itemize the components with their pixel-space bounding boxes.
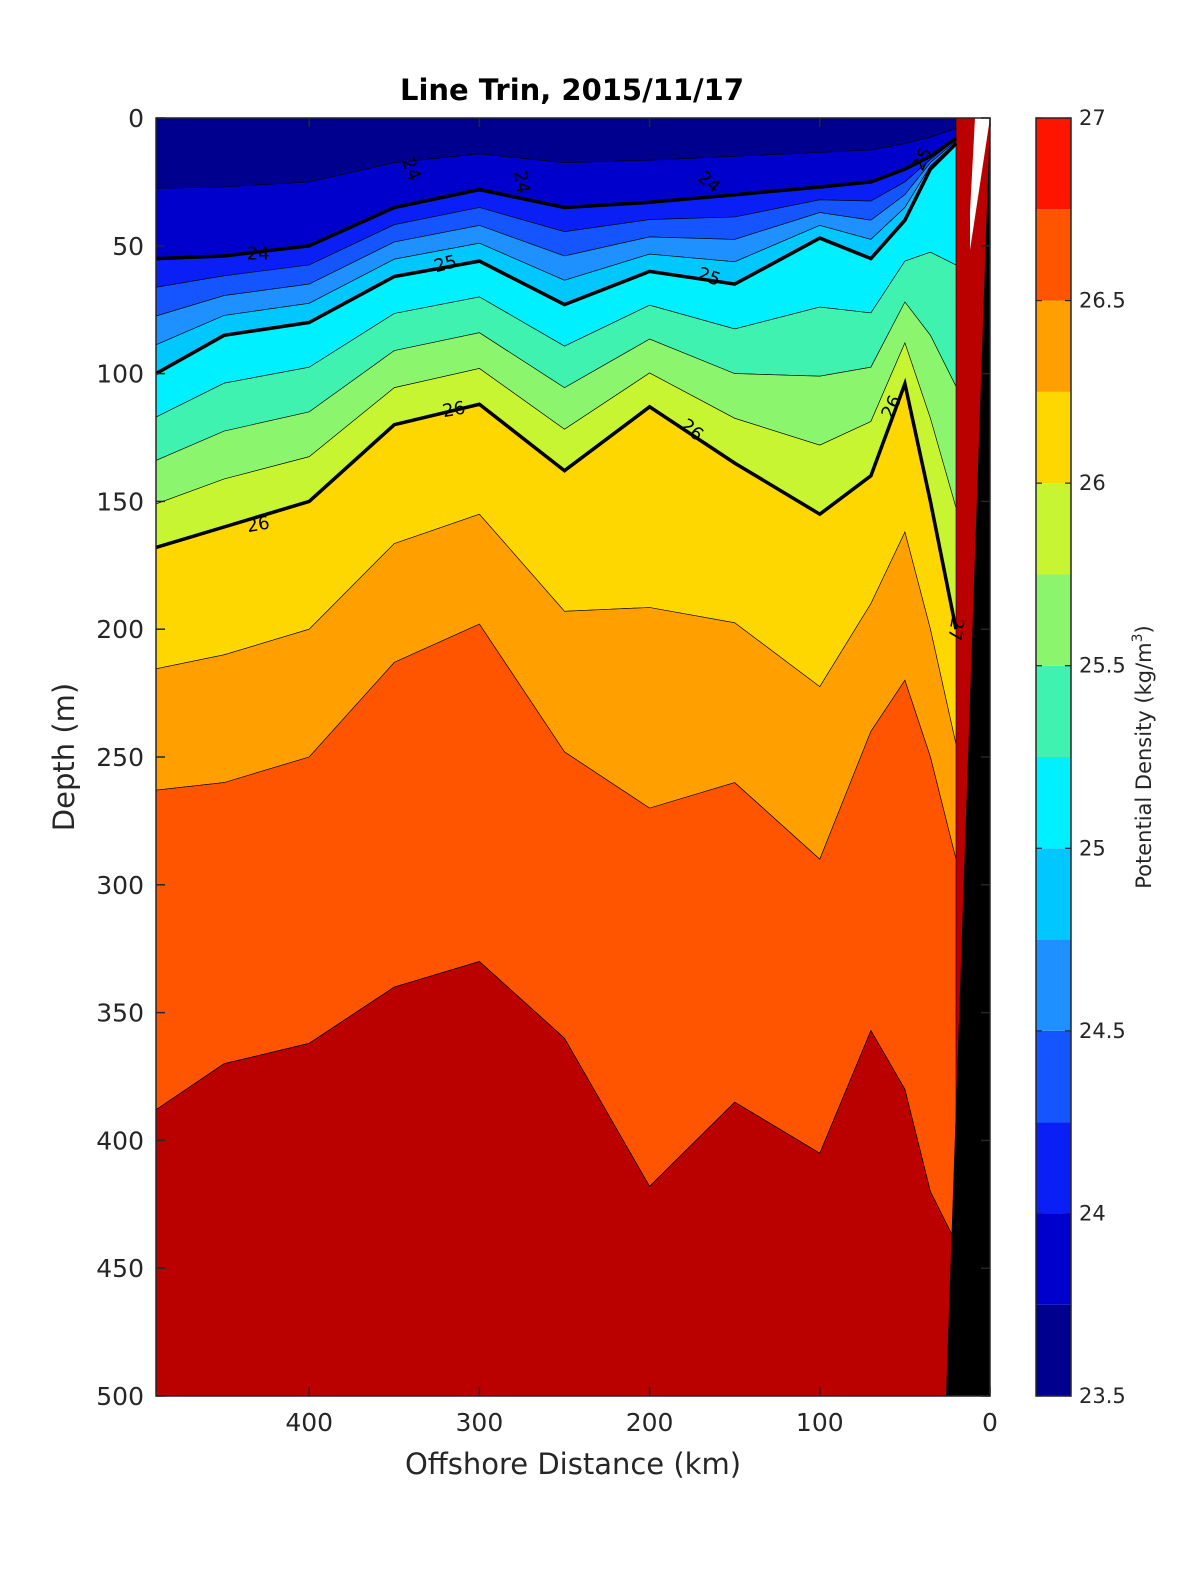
colorbar-tick-label: 26	[1079, 471, 1106, 495]
colorbar-segment	[1036, 1304, 1071, 1396]
colorbar-tick-label: 26.5	[1079, 289, 1126, 313]
y-tick-label: 100	[96, 360, 144, 389]
y-axis-ticks: 0 50 100 150 200 250 300 350 400 450 500	[96, 104, 990, 1411]
y-tick-label: 450	[96, 1254, 144, 1283]
no-data-region	[970, 118, 990, 250]
colorbar-segment	[1036, 300, 1071, 392]
contour-line-sigma-26	[156, 377, 958, 630]
contour-label: 24	[509, 169, 534, 195]
x-tick-label: 200	[626, 1408, 674, 1437]
y-tick-label: 500	[96, 1382, 144, 1411]
contour-label: 24	[247, 243, 270, 264]
colorbar-segment	[1036, 483, 1071, 575]
y-tick-label: 350	[96, 999, 144, 1028]
contour-label: 27	[943, 616, 968, 642]
colorbar-tick-label: 24	[1079, 1201, 1106, 1225]
y-axis-label: Depth (m)	[47, 683, 81, 831]
colorbar-segment	[1036, 118, 1071, 210]
y-tick-label: 400	[96, 1126, 144, 1155]
x-tick-label: 100	[796, 1408, 844, 1437]
contour-label: 26	[441, 398, 467, 423]
colorbar-segment	[1036, 1213, 1071, 1305]
colorbar-tick-label: 27	[1079, 106, 1106, 130]
colorbar-tick-label: 25.5	[1079, 654, 1126, 678]
colorbar-segment	[1036, 848, 1071, 940]
colorbar-segment	[1036, 757, 1071, 849]
colorbar-tick-label: 25	[1079, 836, 1106, 860]
colorbar-segment	[1036, 574, 1071, 666]
x-tick-label: 400	[285, 1408, 333, 1437]
colorbar-segment	[1036, 391, 1071, 484]
contour-line-sigma-25	[156, 142, 958, 376]
y-tick-label: 0	[128, 104, 144, 133]
colorbar-segment	[1036, 209, 1071, 301]
chart-title: Line Trin, 2015/11/17	[400, 73, 744, 107]
y-tick-label: 50	[112, 232, 144, 261]
colorbar-segment	[1036, 1030, 1071, 1123]
colorbar-segment	[1036, 665, 1071, 757]
colorbar: 23.5 24 24.5 25 25.5 26 26.5 27	[1035, 106, 1126, 1408]
colorbar-segment	[1036, 1122, 1071, 1214]
colorbar-tick-label: 24.5	[1079, 1019, 1126, 1043]
colorbar-label: Potential Density (kg/m3)	[1130, 625, 1156, 889]
y-tick-label: 200	[96, 615, 144, 644]
y-tick-label: 250	[96, 743, 144, 772]
isopycnal-contours	[156, 136, 958, 630]
y-tick-label: 300	[96, 871, 144, 900]
colorbar-frame	[1035, 117, 1072, 1397]
x-axis-label: Offshore Distance (km)	[405, 1447, 741, 1481]
x-axis-ticks: 400 300 200 100 0	[285, 118, 998, 1437]
x-tick-label: 300	[456, 1408, 504, 1437]
colorbar-segment	[1036, 939, 1071, 1031]
x-tick-label: 0	[982, 1408, 998, 1437]
y-tick-label: 150	[96, 487, 144, 516]
contour-label: 26	[245, 513, 271, 538]
colorbar-tick-label: 23.5	[1079, 1384, 1126, 1408]
plot-area	[156, 118, 990, 1396]
bottom-topography-mask	[946, 118, 990, 1396]
contour-line-sigma-24	[156, 136, 958, 261]
